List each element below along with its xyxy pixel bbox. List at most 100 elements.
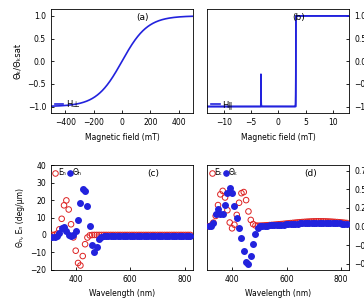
Point [75, 261, 81, 265]
Point [148, 232, 154, 237]
Point [173, 232, 179, 237]
X-axis label: Wavelength (nm): Wavelength (nm) [245, 289, 312, 298]
Point [63, 198, 69, 203]
Point [311, 219, 317, 224]
Point [120, 232, 126, 237]
Point [309, 219, 314, 224]
Point [91, 250, 97, 255]
Point [262, 223, 268, 228]
Point [183, 232, 189, 237]
Point [283, 222, 289, 227]
Text: (b): (b) [293, 12, 305, 22]
Point [131, 232, 137, 237]
Point [229, 191, 235, 196]
Point [292, 221, 298, 226]
Text: (d): (d) [304, 169, 317, 178]
Point [344, 221, 349, 226]
Point [99, 232, 104, 237]
Point [61, 203, 67, 208]
Point [327, 221, 333, 225]
Point [335, 220, 340, 225]
Point [117, 234, 123, 238]
Y-axis label: Θₖ/Θₖsat: Θₖ/Θₖsat [13, 43, 22, 79]
Point [288, 221, 293, 225]
Point [276, 222, 282, 227]
Point [339, 221, 345, 226]
Point [169, 232, 175, 237]
Point [309, 221, 314, 225]
Point [117, 232, 123, 237]
Point [306, 219, 312, 224]
Point [236, 225, 242, 230]
Point [325, 221, 331, 225]
Text: (c): (c) [148, 169, 159, 178]
Point [73, 228, 79, 233]
Point [112, 234, 118, 238]
Point [283, 221, 289, 226]
Point [295, 220, 301, 225]
Point [136, 232, 142, 237]
Point [313, 219, 319, 224]
Point [297, 221, 303, 226]
Point [290, 221, 296, 226]
Point [290, 221, 296, 225]
Point [330, 219, 336, 224]
Point [181, 234, 186, 238]
Point [155, 232, 161, 237]
Point [215, 207, 221, 212]
Point [320, 220, 326, 225]
X-axis label: Magnetic field (mT): Magnetic field (mT) [241, 133, 316, 142]
Point [115, 232, 121, 237]
Point [339, 220, 345, 225]
Point [143, 233, 149, 238]
Point [288, 222, 293, 227]
Point [250, 222, 256, 227]
Point [278, 222, 284, 227]
Point [255, 226, 261, 231]
Point [56, 227, 62, 232]
Point [281, 221, 286, 226]
Point [171, 234, 177, 238]
Point [278, 221, 284, 226]
Point [264, 223, 270, 228]
Point [124, 232, 130, 237]
Point [75, 218, 81, 222]
Text: (a): (a) [136, 12, 149, 22]
Point [260, 224, 265, 228]
Point [173, 234, 179, 238]
Point [215, 203, 221, 208]
Point [101, 234, 107, 238]
Point [274, 222, 280, 227]
Point [253, 231, 258, 236]
Point [269, 223, 275, 228]
Point [302, 221, 308, 226]
Point [341, 220, 347, 225]
Point [337, 220, 343, 225]
Point [337, 221, 343, 226]
Point [181, 232, 186, 237]
Point [84, 204, 90, 208]
Point [169, 234, 175, 238]
Point [217, 211, 223, 216]
Point [157, 232, 163, 237]
Point [297, 220, 303, 225]
Point [232, 203, 237, 208]
Point [246, 209, 252, 214]
Point [148, 233, 154, 238]
Point [323, 220, 329, 225]
Point [54, 231, 60, 236]
Point [141, 232, 146, 237]
Point [71, 233, 76, 238]
Point [274, 223, 280, 228]
Point [271, 222, 277, 227]
Point [304, 219, 310, 224]
Point [344, 221, 349, 225]
Point [129, 233, 135, 238]
Point [299, 221, 305, 226]
Point [281, 222, 286, 227]
Point [91, 232, 97, 237]
Point [115, 234, 121, 238]
Point [234, 212, 240, 217]
Legend: H∥: H∥ [210, 98, 235, 111]
Point [66, 207, 72, 212]
